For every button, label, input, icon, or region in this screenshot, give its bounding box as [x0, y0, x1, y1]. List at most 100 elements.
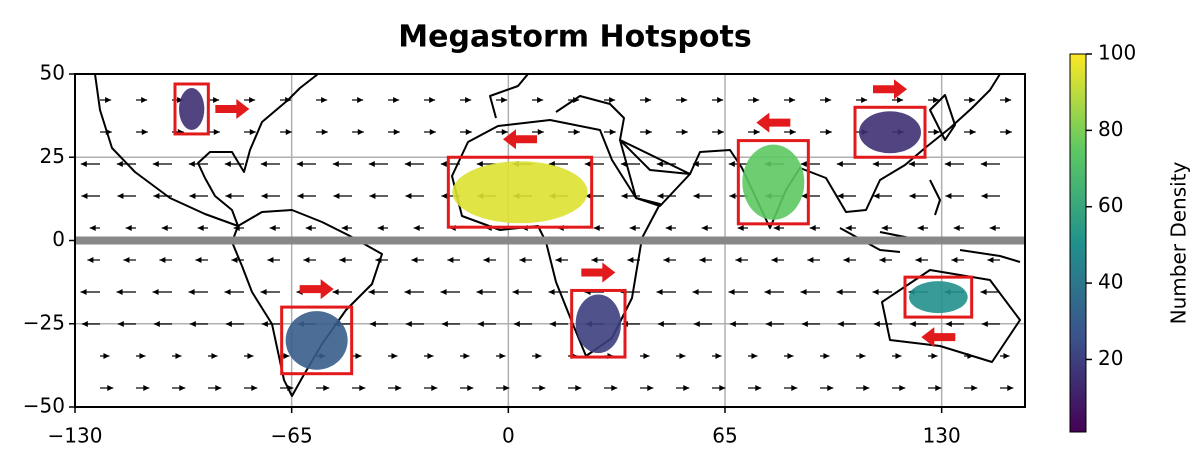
wind-arrowhead — [501, 97, 508, 103]
wind-arrowhead — [123, 257, 130, 263]
hotspot-box — [280, 305, 354, 376]
wind-arrowhead — [224, 289, 231, 295]
colorbar-tick-label: 80 — [1098, 117, 1123, 141]
wind-arrowhead — [981, 193, 988, 199]
wind-arrowhead — [771, 257, 778, 263]
wind-arrowhead — [107, 385, 114, 391]
wind-arrowhead — [872, 161, 879, 167]
direction-arrow — [756, 112, 791, 133]
wind-arrowhead — [261, 321, 268, 327]
direction-arrow — [873, 79, 907, 100]
wind-arrowhead — [357, 129, 364, 135]
y-tick-label: 50 — [40, 61, 65, 85]
wind-arrowhead — [827, 385, 834, 391]
wind-arrowhead — [152, 289, 159, 295]
direction-arrow — [581, 262, 616, 283]
wind-arrowhead — [620, 161, 627, 167]
wind-arrowhead — [369, 321, 376, 327]
density-cloud — [859, 111, 921, 154]
wind-arrowhead — [467, 385, 474, 391]
wind-arrowhead — [872, 289, 879, 295]
wind-arrowhead — [693, 321, 700, 327]
wind-arrowhead — [429, 97, 436, 103]
colorbar — [1069, 53, 1087, 433]
wind-arrowhead — [341, 225, 348, 231]
wind-arrowhead — [645, 97, 652, 103]
direction-arrow — [503, 129, 537, 150]
wind-arrowhead — [755, 385, 762, 391]
direction-arrow — [299, 279, 334, 300]
wind-arrowhead — [593, 225, 600, 231]
wind-arrowhead — [175, 353, 182, 359]
wind-arrowhead — [881, 225, 888, 231]
wind-arrowhead — [391, 353, 398, 359]
wind-arrowhead — [645, 129, 652, 135]
wind-arrowhead — [225, 193, 232, 199]
wind-arrowhead — [809, 225, 816, 231]
wind-arrowhead — [909, 193, 916, 199]
wind-arrowhead — [693, 193, 700, 199]
wind-arrowhead — [431, 385, 438, 391]
wind-arrowhead — [159, 257, 166, 263]
wind-arrowhead — [931, 353, 938, 359]
colorbar-tick-label: 60 — [1098, 193, 1123, 217]
wind-arrowhead — [224, 161, 231, 167]
wind-arrowhead — [969, 129, 976, 135]
y-tick-label: −50 — [23, 394, 65, 418]
wind-arrowhead — [591, 257, 598, 263]
wind-arrowhead — [87, 257, 94, 263]
wind-arrowhead — [735, 257, 742, 263]
wind-arrowhead — [440, 161, 447, 167]
x-tick-label: 0 — [502, 424, 515, 448]
wind-arrowhead — [465, 129, 472, 135]
x-tick-label: −65 — [271, 424, 313, 448]
wind-arrowhead — [765, 321, 772, 327]
wind-arrowhead — [861, 97, 868, 103]
wind-arrowhead — [980, 289, 987, 295]
wind-arrowhead — [179, 385, 186, 391]
wind-arrowhead — [249, 129, 256, 135]
wind-arrowhead — [873, 193, 880, 199]
wind-arrowhead — [476, 289, 483, 295]
wind-arrowhead — [681, 97, 688, 103]
wind-arrowhead — [989, 225, 996, 231]
wind-arrowhead — [375, 257, 382, 263]
wind-arrowhead — [801, 321, 808, 327]
hotspot-box — [903, 275, 974, 319]
wind-arrowhead — [665, 225, 672, 231]
density-cloud — [285, 311, 348, 370]
wind-arrowhead — [715, 353, 722, 359]
wind-arrowhead — [189, 321, 196, 327]
wind-arrowhead — [549, 321, 556, 327]
wind-arrowhead — [105, 97, 112, 103]
wind-arrowhead — [465, 97, 472, 103]
wind-arrowhead — [699, 257, 706, 263]
hotspot-box — [853, 105, 927, 159]
wind-arrowhead — [195, 257, 202, 263]
wind-arrowhead — [285, 129, 292, 135]
wind-arrowhead — [859, 353, 866, 359]
wind-arrowhead — [663, 257, 670, 263]
wind-arrowhead — [933, 129, 940, 135]
hotspot-box — [736, 139, 810, 226]
wind-arrowhead — [81, 193, 88, 199]
wind-arrowhead — [369, 193, 376, 199]
wind-arrowhead — [953, 225, 960, 231]
wind-arrowhead — [843, 257, 850, 263]
wind-arrowhead — [729, 321, 736, 327]
x-tick-label: 130 — [923, 424, 961, 448]
wind-arrowhead — [987, 257, 994, 263]
wind-arrowhead — [143, 385, 150, 391]
wind-arrowhead — [116, 289, 123, 295]
wind-arrowhead — [447, 257, 454, 263]
wind-arrowhead — [141, 97, 148, 103]
wind-arrowhead — [873, 321, 880, 327]
wind-arrowhead — [117, 321, 124, 327]
wind-arrowhead — [267, 257, 274, 263]
wind-arrowhead — [499, 353, 506, 359]
wind-arrowhead — [247, 353, 254, 359]
wind-arrowhead — [717, 97, 724, 103]
wind-arrowhead — [879, 257, 886, 263]
wind-arrowhead — [656, 289, 663, 295]
